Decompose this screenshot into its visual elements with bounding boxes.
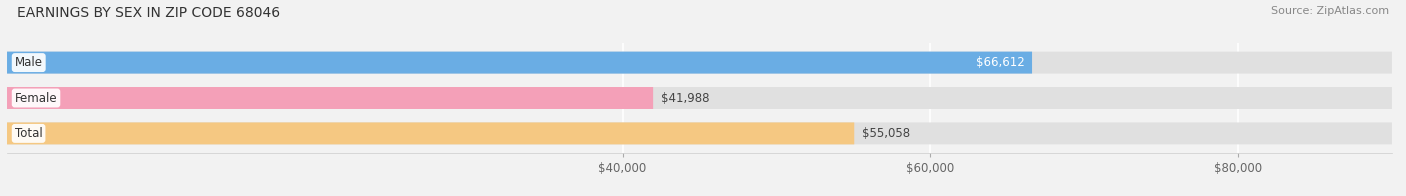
Text: EARNINGS BY SEX IN ZIP CODE 68046: EARNINGS BY SEX IN ZIP CODE 68046: [17, 6, 280, 20]
FancyBboxPatch shape: [7, 52, 1032, 74]
Text: Male: Male: [14, 56, 42, 69]
Text: $55,058: $55,058: [862, 127, 910, 140]
Text: Female: Female: [14, 92, 58, 104]
FancyBboxPatch shape: [7, 87, 1392, 109]
FancyBboxPatch shape: [7, 52, 1392, 74]
FancyBboxPatch shape: [7, 87, 654, 109]
Text: Source: ZipAtlas.com: Source: ZipAtlas.com: [1271, 6, 1389, 16]
FancyBboxPatch shape: [7, 122, 855, 144]
Text: Total: Total: [14, 127, 42, 140]
Text: $66,612: $66,612: [976, 56, 1025, 69]
Text: $41,988: $41,988: [661, 92, 710, 104]
FancyBboxPatch shape: [7, 122, 1392, 144]
